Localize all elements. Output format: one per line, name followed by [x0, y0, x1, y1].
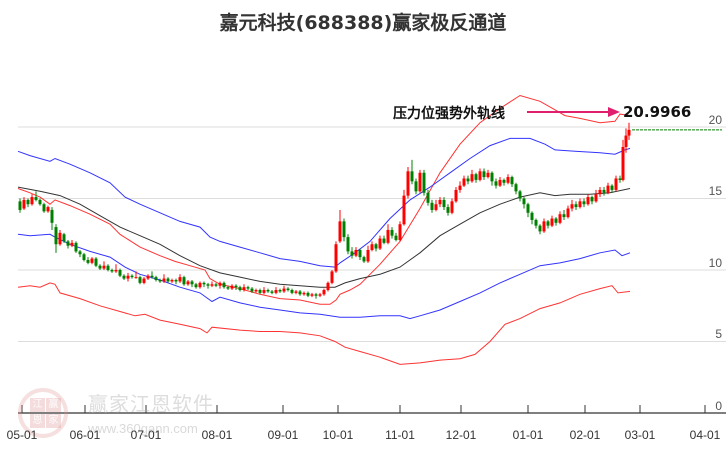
x-tick-label: 08-01: [201, 428, 233, 442]
band-lower_inner: [17, 233, 631, 320]
x-tick-label: 12-01: [445, 428, 477, 442]
y-tick-5: 5: [715, 327, 722, 341]
candlesticks: [18, 122, 631, 299]
x-tick-label: 10-01: [322, 428, 354, 442]
band-upper_outer: [17, 94, 631, 305]
x-tick-label: 11-01: [385, 428, 415, 442]
x-tick-label: 01-01: [512, 428, 544, 442]
x-tick-label: 05-01: [6, 428, 38, 442]
x-tick-label: 07-01: [130, 428, 162, 442]
watermark-brand: 赢家江恩软件: [88, 392, 214, 416]
band-upper_inner: [17, 137, 631, 268]
y-tick-0: 0: [715, 399, 722, 413]
x-tick-label: 06-01: [69, 428, 101, 442]
logo-char: 江: [30, 398, 45, 412]
annotation-label: 压力位强势外轨线: [393, 106, 505, 122]
channel-bands: [17, 94, 631, 365]
watermark-url: www.360gann.com: [88, 421, 198, 436]
annotation-value: 20.9966: [623, 103, 692, 121]
band-lower_outer: [17, 282, 631, 365]
x-tick-label: 03-01: [624, 428, 656, 442]
band-middle: [17, 186, 631, 288]
logo-char: 恩: [30, 414, 45, 428]
y-tick-20: 20: [708, 113, 722, 127]
logo-char: 家: [46, 414, 61, 428]
y-tick-10: 10: [708, 256, 722, 270]
logo-char: 赢: [46, 398, 61, 412]
x-tick-label: 09-01: [267, 428, 299, 442]
x-tick-label: 02-01: [569, 428, 601, 442]
grid-lines: [18, 126, 726, 342]
chart-title: 嘉元科技(688388)赢家极反通道: [219, 12, 507, 34]
y-tick-15: 15: [708, 184, 722, 198]
annotation-arrow: [527, 107, 620, 117]
watermark-logo: 江 赢 恩 家: [18, 388, 68, 438]
x-tick-label: 04-01: [689, 428, 721, 442]
